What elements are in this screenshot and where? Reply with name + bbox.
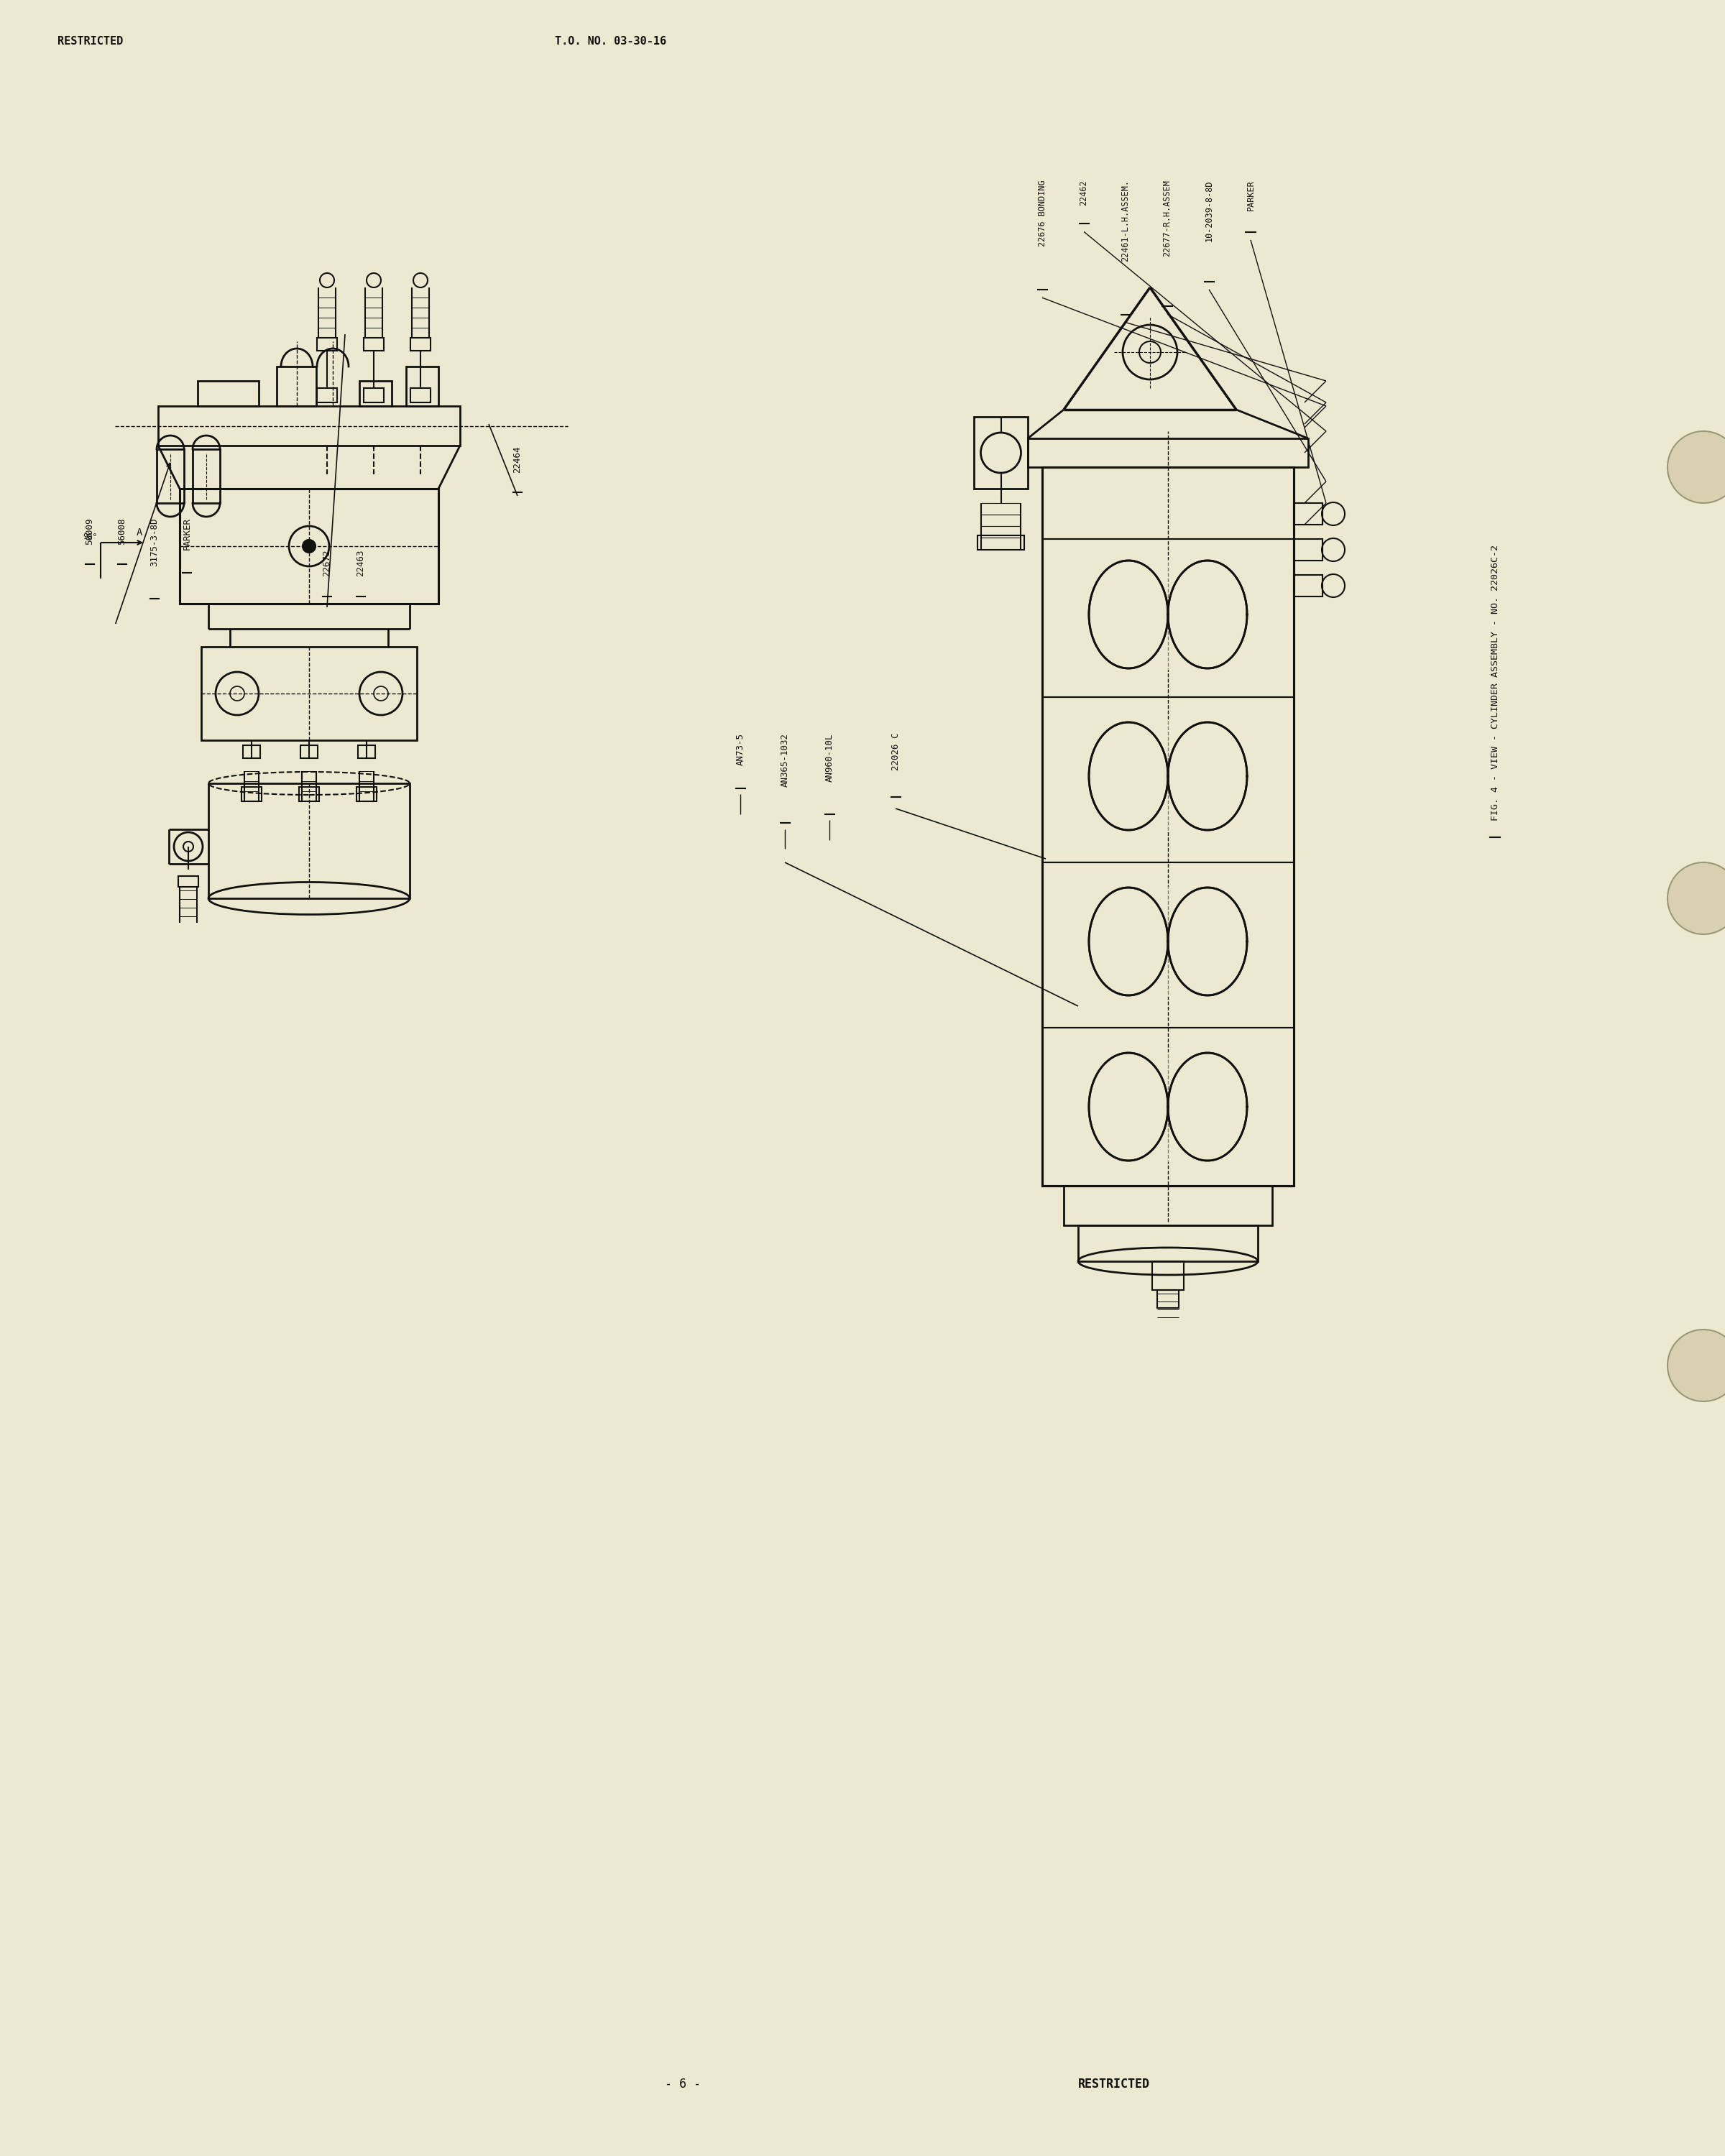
Text: 90°: 90°: [83, 533, 97, 541]
Text: 22676 BONDING: 22676 BONDING: [1037, 179, 1047, 246]
Bar: [1028, 438, 1308, 468]
Bar: [298, 787, 319, 802]
Text: AN960-10L: AN960-10L: [825, 733, 835, 783]
Text: AN365-1032: AN365-1032: [780, 733, 790, 787]
Text: 56009: 56009: [85, 517, 95, 545]
Bar: [202, 647, 417, 740]
Bar: [198, 382, 259, 405]
Circle shape: [1668, 1330, 1725, 1401]
Bar: [209, 783, 411, 899]
Bar: [359, 746, 376, 759]
Text: T.O. NO. 03-30-16: T.O. NO. 03-30-16: [555, 37, 666, 47]
Bar: [193, 448, 221, 502]
Text: AN73-5: AN73-5: [735, 733, 745, 765]
Text: RESTRICTED: RESTRICTED: [57, 37, 122, 47]
Circle shape: [302, 539, 316, 552]
Text: PARKER: PARKER: [183, 517, 191, 550]
Bar: [1064, 1186, 1273, 1225]
Bar: [1042, 468, 1294, 1186]
Text: 10-2039-8-8D: 10-2039-8-8D: [1204, 179, 1214, 241]
Bar: [179, 489, 438, 604]
Text: 22672: 22672: [323, 550, 331, 578]
Bar: [243, 746, 260, 759]
Text: FIG. 4 - VIEW - CYLINDER ASSEMBLY - NO. 22026C-2: FIG. 4 - VIEW - CYLINDER ASSEMBLY - NO. …: [1490, 545, 1499, 821]
Bar: [242, 787, 262, 802]
Text: - 6 -: - 6 -: [664, 2078, 700, 2091]
Bar: [978, 535, 1025, 550]
Circle shape: [1668, 862, 1725, 934]
Text: RESTRICTED: RESTRICTED: [1078, 2078, 1151, 2091]
Text: 56008: 56008: [117, 517, 128, 545]
Bar: [300, 746, 317, 759]
Circle shape: [1668, 431, 1725, 502]
Text: 22463: 22463: [355, 550, 366, 578]
Bar: [1294, 502, 1323, 524]
Bar: [159, 405, 461, 446]
Bar: [364, 338, 385, 351]
Text: A: A: [136, 528, 143, 537]
Text: PARKER: PARKER: [1245, 179, 1256, 211]
Bar: [359, 382, 392, 405]
Bar: [357, 787, 376, 802]
Text: 22464: 22464: [512, 446, 523, 472]
Text: 22026 C: 22026 C: [890, 733, 900, 772]
Bar: [157, 448, 185, 502]
Text: 22462: 22462: [1080, 179, 1088, 205]
Bar: [975, 416, 1028, 489]
Bar: [1294, 539, 1323, 561]
Bar: [276, 367, 316, 405]
Bar: [317, 388, 336, 403]
Bar: [411, 388, 431, 403]
Text: 22461-L.H.ASSEM.: 22461-L.H.ASSEM.: [1121, 179, 1130, 261]
Bar: [1152, 1261, 1183, 1289]
Bar: [411, 338, 431, 351]
Bar: [317, 338, 336, 351]
Bar: [364, 388, 385, 403]
Bar: [1157, 1289, 1178, 1309]
Bar: [1078, 1225, 1258, 1261]
Bar: [1294, 576, 1323, 597]
Text: 3175-3-8D: 3175-3-8D: [150, 517, 159, 567]
Bar: [405, 367, 438, 405]
Bar: [1042, 468, 1294, 1186]
Text: 22677-R.H.ASSEM: 22677-R.H.ASSEM: [1163, 179, 1171, 257]
Bar: [178, 875, 198, 886]
